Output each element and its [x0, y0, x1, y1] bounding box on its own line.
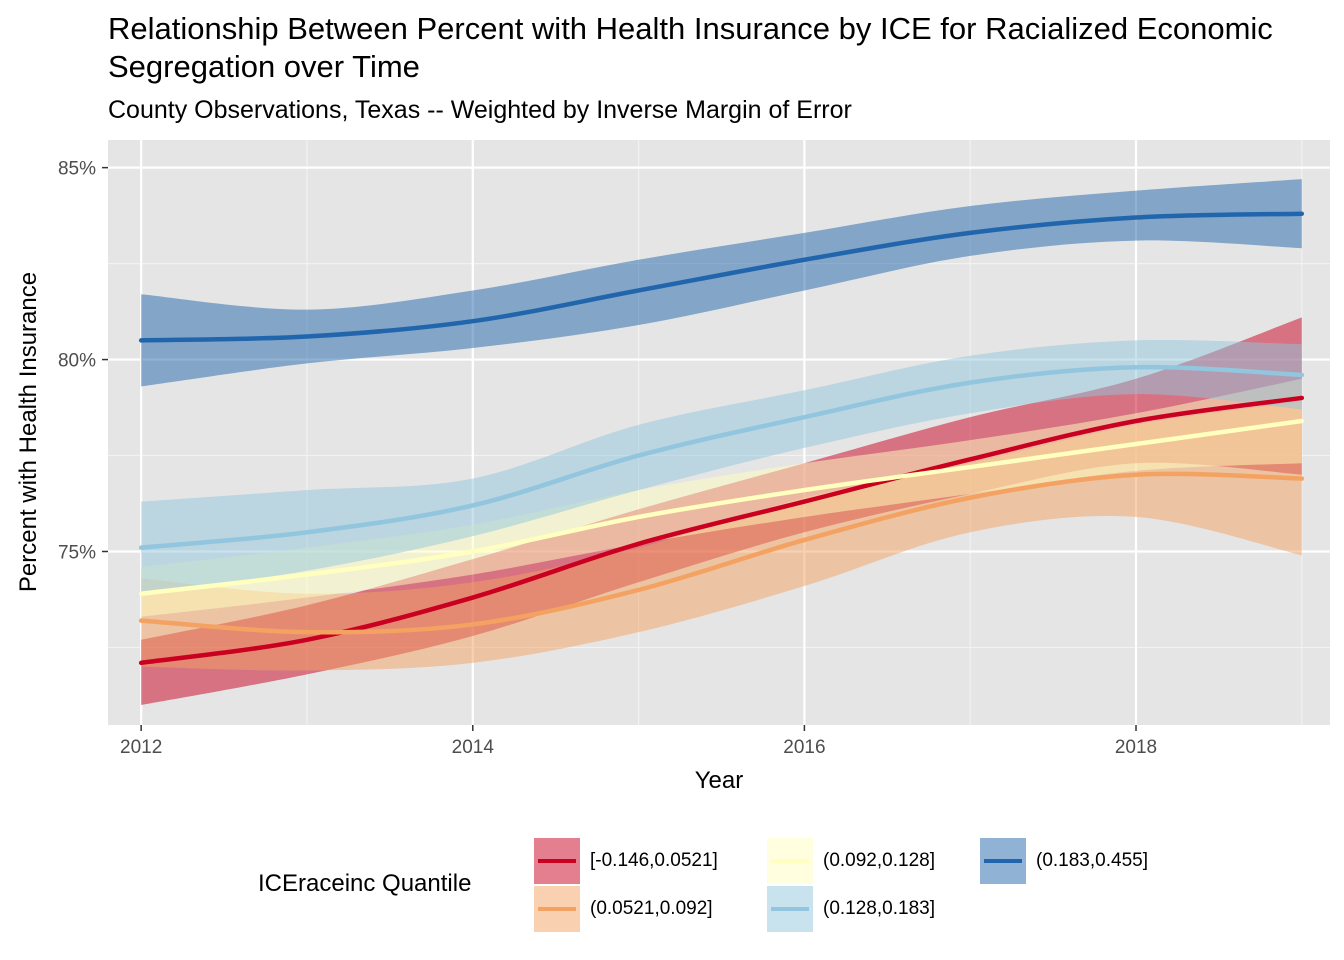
x-tick-label: 2012 — [120, 737, 162, 758]
ribbon-series-4 — [141, 339, 1302, 594]
ribbon-series-5 — [141, 179, 1302, 387]
legend-label: [-0.146,0.0521] — [590, 850, 718, 871]
x-tick-label: 2014 — [452, 737, 495, 758]
legend-item-2: (0.0521,0.092] — [534, 886, 713, 932]
legend-key — [534, 886, 580, 932]
x-tick-label: 2018 — [1115, 737, 1157, 758]
chart-title: Relationship Between Percent with Health… — [108, 11, 1273, 84]
legend-key — [767, 838, 813, 884]
legend-label: (0.0521,0.092] — [590, 898, 713, 919]
line-series-4 — [138, 364, 1305, 550]
chart-subtitle: County Observations, Texas -- Weighted b… — [108, 96, 852, 124]
x-tick-label: 2016 — [783, 737, 825, 758]
line-series-2 — [138, 471, 1305, 635]
legend-label: (0.183,0.455] — [1036, 850, 1148, 871]
y-tick-label: 85% — [58, 159, 96, 180]
chart-svg: 2012 2014 2016 2018 75% 80% 85% Year Percent w… — [15, 140, 1330, 794]
legend-label: (0.128,0.183] — [823, 898, 935, 919]
y-axis-title: Percent with Health Insurance — [15, 272, 42, 592]
legend-item-3: (0.092,0.128] — [767, 838, 935, 884]
line-series-3 — [138, 418, 1305, 596]
y-tick-label: 75% — [58, 542, 96, 563]
legend-key — [980, 838, 1026, 884]
series-lines — [138, 211, 1305, 666]
x-axis-title: Year — [695, 767, 744, 794]
legend-key — [534, 838, 580, 884]
legend-item-4: (0.128,0.183] — [767, 886, 935, 932]
legend-title: ICEraceinc Quantile — [258, 870, 472, 897]
y-tick-label: 80% — [58, 351, 96, 372]
legend-item-5: (0.183,0.455] — [980, 838, 1148, 884]
legend-item-1: [-0.146,0.0521] — [534, 838, 718, 884]
axes: 2012 2014 2016 2018 75% 80% 85% — [58, 159, 1157, 758]
legend-label: (0.092,0.128] — [823, 850, 935, 871]
line-series-5 — [138, 211, 1305, 343]
legend-key — [767, 886, 813, 932]
